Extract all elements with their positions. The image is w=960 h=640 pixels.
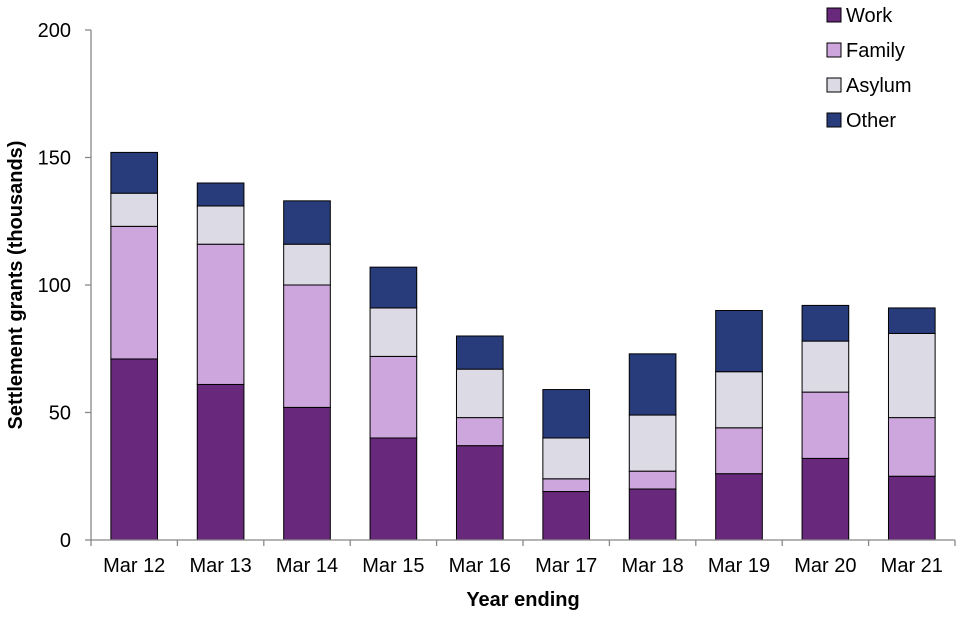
bar-segment-work: [887, 475, 936, 541]
bar-segment-other: [455, 335, 504, 370]
x-tick-label: Mar 16: [449, 555, 511, 577]
bar-segment-family: [283, 284, 331, 408]
x-tick-label: Mar 19: [708, 555, 770, 577]
y-tick-label: 100: [38, 275, 71, 297]
x-tick-label: Mar 12: [103, 555, 165, 577]
bar-segment-asylum: [283, 243, 331, 286]
legend-swatch-asylum: [826, 77, 842, 93]
bar-segment-other: [801, 304, 850, 342]
bar-segment-work: [628, 488, 677, 541]
bar-segment-other: [110, 151, 159, 194]
y-tick-label: 200: [38, 20, 71, 42]
bar-segment-family: [887, 417, 936, 477]
x-tick-label: Mar 17: [535, 555, 597, 577]
bar-segment-family: [801, 391, 850, 459]
bar-segment-other: [369, 266, 418, 309]
x-tick-label: Mar 18: [621, 555, 683, 577]
legend-label-other: Other: [846, 110, 896, 132]
y-tick-label: 150: [38, 148, 71, 170]
bar-segment-family: [110, 225, 159, 360]
x-tick-label: Mar 13: [189, 555, 251, 577]
bar-segment-asylum: [628, 414, 677, 472]
bar-segment-other: [715, 310, 763, 373]
x-tick-label: Mar 21: [881, 555, 943, 577]
bar-segment-asylum: [196, 205, 245, 245]
bar-segment-family: [542, 478, 591, 493]
bar-segment-other: [628, 353, 677, 416]
bar-segment-work: [369, 437, 418, 541]
bar-segment-work: [801, 457, 850, 541]
x-axis-title: Year ending: [466, 589, 579, 611]
x-axis-ticks: Mar 12 Mar 13 Mar 14 Mar 15 Mar 16 Mar 17 Mar …: [90, 540, 956, 577]
bar-segment-other: [196, 182, 245, 207]
bar-segment-other: [887, 307, 936, 334]
x-tick-label: Mar 20: [794, 555, 856, 577]
y-tick-label: 50: [49, 403, 71, 425]
bar-segment-work: [110, 358, 159, 541]
bar-segment-family: [628, 470, 677, 490]
bar-segment-work: [455, 445, 504, 541]
legend-label-asylum: Asylum: [846, 75, 912, 97]
y-axis-ticks: 0 50 100 150 200: [38, 20, 91, 552]
bar-segment-asylum: [369, 307, 418, 357]
bar-segment-work: [542, 491, 591, 541]
bar-segment-family: [369, 355, 418, 439]
legend-swatch-work: [826, 7, 842, 23]
bar-segment-family: [196, 243, 245, 385]
bar-segment-other: [542, 389, 591, 439]
bar-segment-asylum: [110, 192, 159, 227]
legend-swatch-other: [826, 112, 842, 128]
legend: Work Family Asylum Other: [826, 5, 912, 132]
bar-segment-asylum: [801, 340, 850, 393]
bar-segment-asylum: [887, 332, 936, 419]
legend-label-family: Family: [846, 40, 905, 62]
bar-segment-asylum: [542, 437, 591, 480]
y-axis-title: Settlement grants (thousands): [5, 141, 27, 430]
x-tick-label: Mar 15: [362, 555, 424, 577]
bars-group: [110, 151, 936, 541]
bar-segment-work: [283, 406, 331, 541]
bar-segment-other: [283, 200, 331, 245]
x-tick-label: Mar 14: [276, 555, 338, 577]
bar-segment-family: [455, 417, 504, 447]
bar-segment-work: [196, 383, 245, 541]
legend-swatch-family: [826, 42, 842, 58]
legend-label-work: Work: [846, 5, 893, 27]
y-tick-label: 0: [60, 530, 71, 552]
bar-segment-asylum: [715, 371, 763, 429]
bar-segment-work: [715, 473, 763, 541]
bar-segment-asylum: [455, 368, 504, 419]
bar-segment-family: [715, 427, 763, 475]
